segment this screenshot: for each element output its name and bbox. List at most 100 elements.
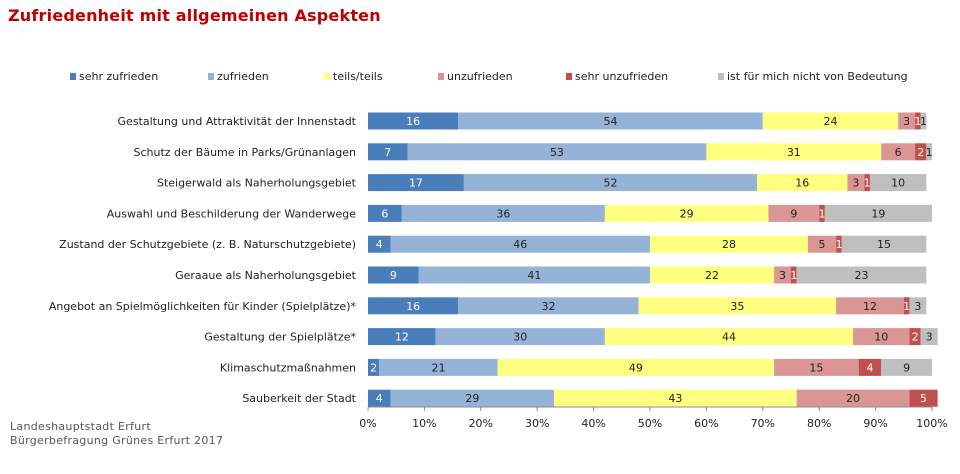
x-tick-label: 0% — [359, 417, 376, 430]
bar-segment — [368, 235, 391, 253]
bar-segment — [368, 143, 408, 161]
bar-segment — [915, 143, 927, 161]
bar-segment — [368, 174, 464, 192]
bar-segment — [920, 112, 927, 130]
data-label: 12 — [863, 300, 877, 313]
data-label: 21 — [432, 361, 446, 374]
data-label: 24 — [823, 115, 837, 128]
data-label: 54 — [604, 115, 618, 128]
bar-segment — [368, 328, 436, 346]
category-label: Sauberkeit der Stadt — [242, 392, 356, 405]
bar-segment — [864, 174, 870, 192]
bar-segment — [368, 297, 459, 315]
data-label: 35 — [730, 300, 744, 313]
x-tick-label: 50% — [638, 417, 662, 430]
data-label: 3 — [779, 269, 786, 282]
legend-swatch-2 — [324, 73, 330, 80]
bar-segment — [368, 112, 459, 130]
category-label: Geraaue als Naherholungsgebiet — [175, 269, 357, 282]
footer-source-line1: Landeshauptstadt Erfurt — [10, 420, 151, 433]
data-label: 16 — [795, 177, 809, 190]
category-labels: Gestaltung und Attraktivität der Innenst… — [49, 115, 357, 405]
data-label: 3 — [903, 115, 910, 128]
data-label: 44 — [722, 331, 736, 344]
data-label: 49 — [629, 361, 643, 374]
bar-segment — [807, 235, 837, 253]
bar-segment — [458, 112, 763, 130]
data-label: 41 — [527, 269, 541, 282]
data-label: 1 — [835, 238, 842, 251]
bar-segment — [881, 358, 932, 376]
data-label: 5 — [819, 238, 826, 251]
bar-segment — [915, 112, 921, 130]
bar-segment — [869, 174, 927, 192]
legend-swatch-0 — [70, 73, 76, 80]
bar-segment — [463, 174, 758, 192]
legend-swatch-3 — [438, 73, 444, 80]
bar-segment — [819, 204, 825, 222]
bar-segment — [604, 328, 854, 346]
data-label: 6 — [381, 207, 388, 220]
x-axis: 0% 10% 20% 30% 40% 50% 60% 70% 80% 90% 100% — [359, 406, 948, 430]
bar-segment — [368, 266, 419, 284]
bar-segment — [796, 389, 910, 407]
data-label: 32 — [541, 300, 555, 313]
data-label: 2 — [917, 146, 924, 159]
bar-segment — [368, 204, 402, 222]
data-label: 4 — [376, 238, 383, 251]
data-label: 52 — [604, 177, 618, 190]
legend-label-4: sehr unzufrieden — [575, 70, 668, 83]
category-label: Schutz der Bäume in Parks/Grünanlagen — [133, 146, 356, 159]
bar-segment — [881, 143, 916, 161]
bar-segment — [841, 235, 927, 253]
data-label: 3 — [852, 177, 859, 190]
data-label: 20 — [846, 392, 860, 405]
data-label: 15 — [809, 361, 823, 374]
bar-segment — [379, 358, 498, 376]
bar-segment — [836, 235, 842, 253]
data-label: 6 — [895, 146, 902, 159]
bar-segment — [909, 328, 921, 346]
data-label: 5 — [920, 392, 927, 405]
bar-segment — [920, 328, 938, 346]
bar-segment — [650, 266, 775, 284]
bar-segment — [554, 389, 797, 407]
bar-segment — [418, 266, 650, 284]
legend-label-3: unzufrieden — [447, 70, 513, 83]
category-label: Zustand der Schutzgebiete (z. B. Natursc… — [59, 238, 356, 251]
x-tick-label: 100% — [916, 417, 947, 430]
data-label: 9 — [390, 269, 397, 282]
data-label: 28 — [722, 238, 736, 251]
data-label: 22 — [705, 269, 719, 282]
x-tick-label: 10% — [412, 417, 436, 430]
data-label: 10 — [891, 177, 905, 190]
data-label: 9 — [903, 361, 910, 374]
bar-segment — [909, 389, 938, 407]
data-label: 12 — [395, 331, 409, 344]
bar-segment — [762, 112, 899, 130]
data-label: 17 — [409, 177, 423, 190]
bar-segment — [368, 389, 391, 407]
bar-segment — [757, 174, 848, 192]
bar-segment — [497, 358, 775, 376]
data-label: 1 — [790, 269, 797, 282]
legend-swatch-5 — [718, 73, 724, 80]
data-label: 9 — [790, 207, 797, 220]
bar-segment — [791, 266, 797, 284]
category-label: Auswahl und Beschilderung der Wanderwege — [107, 207, 356, 220]
data-label: 16 — [406, 115, 420, 128]
bar-segment — [390, 389, 555, 407]
bar-segment — [824, 204, 932, 222]
category-label: Angebot an Spielmöglichkeiten für Kinder… — [49, 300, 357, 313]
bar-segment — [768, 204, 820, 222]
bar-segment — [458, 297, 639, 315]
category-label: Klimaschutzmaßnahmen — [220, 361, 356, 374]
bar-segment — [909, 297, 927, 315]
x-tick-label: 60% — [694, 417, 718, 430]
legend-swatch-1 — [208, 73, 214, 80]
data-label: 30 — [513, 331, 527, 344]
data-label: 16 — [406, 300, 420, 313]
legend-swatch-4 — [566, 73, 572, 80]
x-tick-label: 20% — [469, 417, 493, 430]
bar-segment — [858, 358, 882, 376]
